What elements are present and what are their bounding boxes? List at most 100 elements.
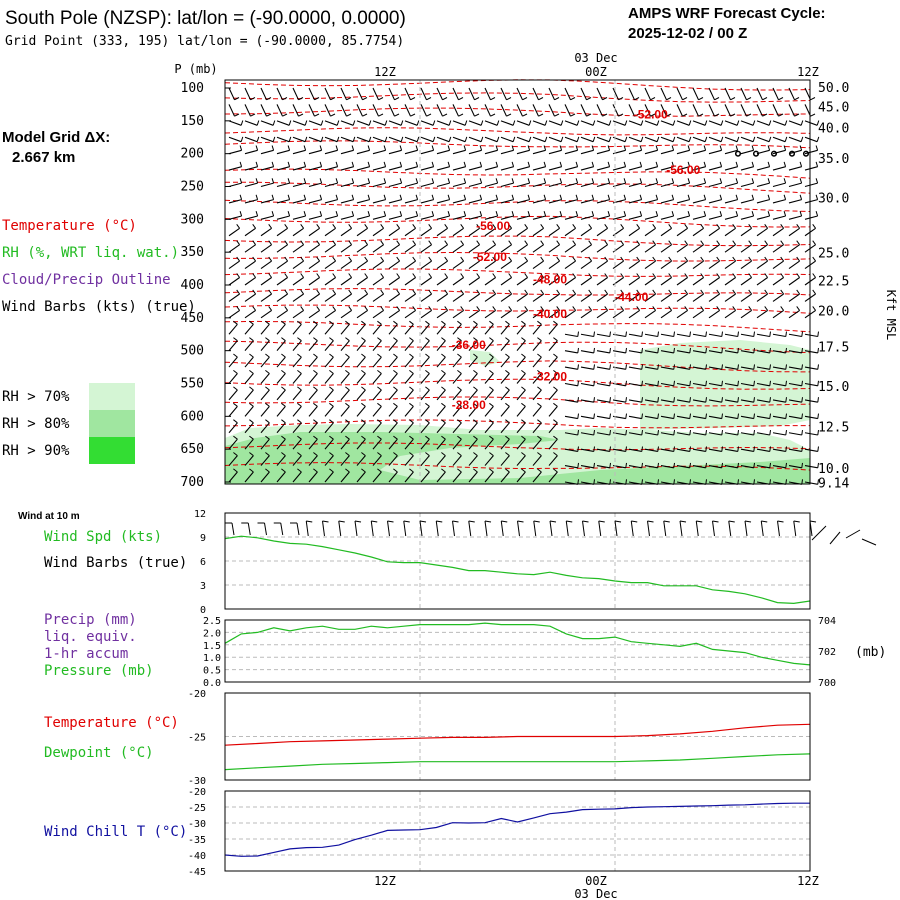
wind-barb-feather xyxy=(537,419,542,424)
surface-barb-feather xyxy=(338,520,345,523)
temperature-contour-label: -56.00 xyxy=(666,163,700,177)
wind-barb xyxy=(532,293,544,302)
wind-barb xyxy=(356,356,366,368)
wind-barb-feather xyxy=(544,120,548,126)
temperature-contour xyxy=(225,181,811,194)
pressure-tick-label: 550 xyxy=(181,377,204,392)
wind-barb xyxy=(372,120,386,126)
wind-barb-feather xyxy=(271,178,275,184)
wind-barb xyxy=(788,277,800,286)
wind-barb-feather xyxy=(252,240,257,245)
wind-barb xyxy=(340,438,350,450)
wind-barb xyxy=(548,136,562,143)
wind-barb xyxy=(788,227,800,237)
wind-barb-feather xyxy=(473,320,478,325)
wind-barb-feather xyxy=(815,194,819,200)
wind-barb-feather xyxy=(698,97,704,101)
wind-barb xyxy=(628,182,642,188)
surface-barb xyxy=(679,520,683,537)
wind-chill-tick-label: -45 xyxy=(188,867,206,878)
wind-barb-feather xyxy=(673,462,675,468)
wind-barb xyxy=(436,323,446,335)
wind-barb xyxy=(292,293,304,302)
wind-barb xyxy=(388,182,402,188)
wind-barb xyxy=(628,448,642,452)
wind-barb-feather xyxy=(233,353,238,358)
height-tick-label: 35.0 xyxy=(818,152,849,167)
wind-barb-feather xyxy=(393,402,398,407)
wind-barb xyxy=(484,406,494,417)
wind-barb xyxy=(548,438,558,450)
wind-barb-feather xyxy=(537,370,542,374)
wind-barb-feather xyxy=(511,194,515,200)
wind-barb xyxy=(244,87,251,101)
wind-barb-feather xyxy=(249,386,254,391)
wind-barb xyxy=(676,448,690,452)
wind-barb xyxy=(740,199,754,204)
wind-barb-feather xyxy=(673,347,675,353)
wind-barb-feather xyxy=(281,419,286,424)
wind-barb-feather xyxy=(657,364,659,370)
wind-barb xyxy=(788,350,802,354)
wind-barb xyxy=(324,389,334,401)
wind-barb-feather xyxy=(732,224,737,229)
wind-barb xyxy=(772,309,784,319)
wind-barb-feather xyxy=(463,194,467,200)
wind-barb-feather xyxy=(769,413,771,419)
wind-barb xyxy=(516,389,526,401)
pressure-tick-label: 250 xyxy=(181,180,204,195)
wind-barb-feather xyxy=(604,289,609,295)
wind-barb-feather xyxy=(705,462,707,468)
wind-barb-feather xyxy=(329,468,334,473)
wind-barb xyxy=(420,277,432,286)
wind-barb xyxy=(276,149,290,155)
surface-barb-feather xyxy=(744,520,752,523)
wind-barb xyxy=(324,340,334,352)
wind-barb xyxy=(260,373,270,384)
surface-barb-overflow xyxy=(861,538,877,546)
wind-barb xyxy=(452,471,462,483)
wind-barb-feather xyxy=(650,113,656,117)
wind-barb xyxy=(708,149,722,155)
wind-barb-feather xyxy=(609,462,611,468)
wind-barb-feather xyxy=(329,419,334,424)
wind-barb-feather xyxy=(346,113,352,117)
wind-barb xyxy=(724,415,738,420)
wind-barb xyxy=(276,199,290,204)
wind-barb-feather xyxy=(527,194,531,200)
wind-barb-feather xyxy=(233,320,238,325)
wind-barb xyxy=(596,166,610,171)
wind-barb-feather xyxy=(528,136,532,142)
legend-wind-barbs: Wind Barbs (kts) (true) xyxy=(2,299,196,315)
wind-barb-feather xyxy=(817,364,819,370)
wind-chill-tick-label: -40 xyxy=(188,851,206,862)
wind-barb-feather xyxy=(560,120,564,126)
wind-barb-feather xyxy=(316,256,321,262)
wind-barb xyxy=(308,149,322,155)
wind-barb xyxy=(660,136,674,143)
wind-barb-feather xyxy=(817,380,819,386)
wind-barb xyxy=(340,227,352,237)
wind-barb xyxy=(308,104,315,117)
wind-barb-feather xyxy=(460,289,465,295)
wind-barb xyxy=(676,432,690,436)
wind-barb xyxy=(372,199,386,204)
wind-barb xyxy=(660,382,674,387)
wind-barb-feather xyxy=(572,224,577,229)
wind-barb xyxy=(548,166,562,171)
wind-barb xyxy=(356,323,366,335)
wind-barb-feather xyxy=(495,161,499,167)
wind-barb xyxy=(772,277,784,286)
wind-barb xyxy=(228,340,238,352)
wind-barb-feather xyxy=(527,178,531,184)
wind-barb xyxy=(484,422,494,434)
wind-chill-tick-label: -30 xyxy=(188,819,206,830)
wind-barb-feather xyxy=(639,194,643,200)
wind-barb xyxy=(372,309,384,319)
wind-barb-feather xyxy=(425,370,430,374)
wind-barb-feather xyxy=(641,462,643,468)
wind-barb-feather xyxy=(778,97,784,101)
wind-barb xyxy=(356,373,366,384)
wind-barb-feather xyxy=(815,211,819,217)
wind-barb xyxy=(372,166,386,171)
